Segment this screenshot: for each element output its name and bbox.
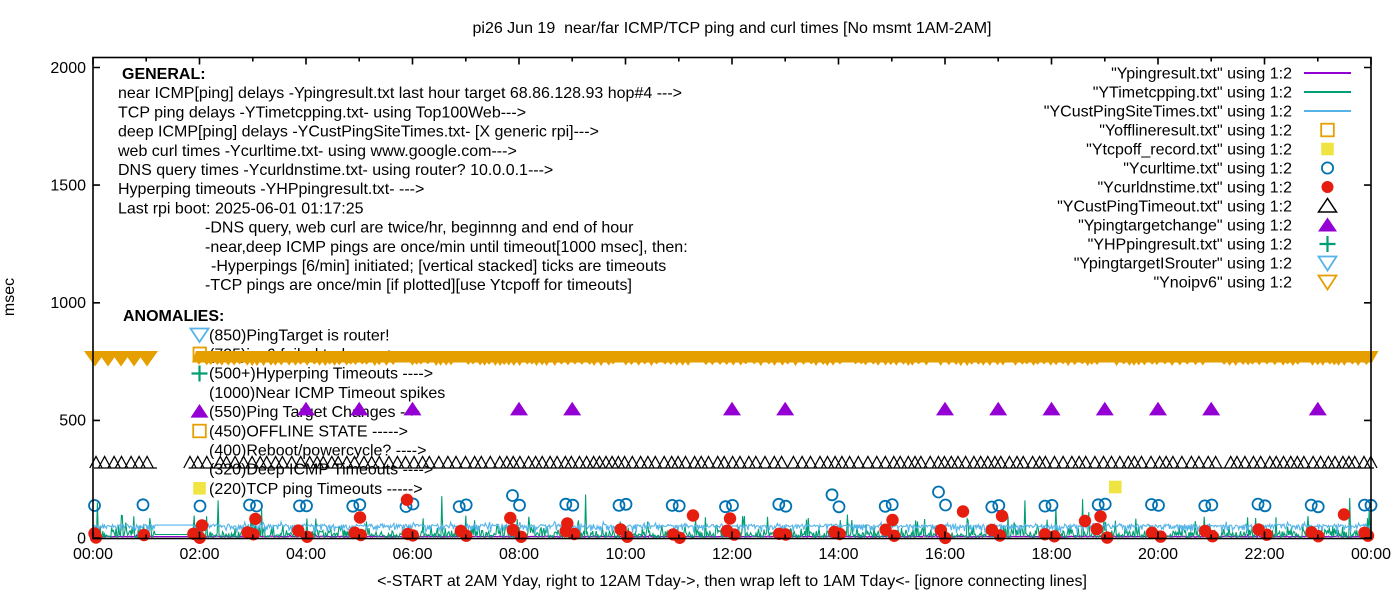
svg-text:(400)Reboot/powercycle? ---->: (400)Reboot/powercycle? ----> xyxy=(209,443,426,460)
svg-text:"Ypingtargetchange" using 1:2: "Ypingtargetchange" using 1:2 xyxy=(1078,217,1292,234)
svg-text:deep ICMP[ping] delays -YCustP: deep ICMP[ping] delays -YCustPingSiteTim… xyxy=(118,124,599,141)
svg-text:18:00: 18:00 xyxy=(1031,546,1071,563)
svg-text:"YCustPingSiteTimes.txt" using: "YCustPingSiteTimes.txt" using 1:2 xyxy=(1044,103,1292,120)
svg-text:"Ycurldnstime.txt" using 1:2: "Ycurldnstime.txt" using 1:2 xyxy=(1097,179,1292,196)
svg-text:"Ycurltime.txt" using 1:2: "Ycurltime.txt" using 1:2 xyxy=(1123,160,1292,177)
svg-text:"YpingtargetISrouter" using 1:: "YpingtargetISrouter" using 1:2 xyxy=(1074,255,1292,272)
svg-text:02:00: 02:00 xyxy=(179,546,219,563)
svg-text:ANOMALIES:: ANOMALIES: xyxy=(123,308,224,325)
svg-text:DNS query times -Ycurldnstime.: DNS query times -Ycurldnstime.txt- using… xyxy=(118,162,553,179)
svg-text:12:00: 12:00 xyxy=(712,546,752,563)
svg-text:GENERAL:: GENERAL: xyxy=(122,66,206,83)
svg-text:04:00: 04:00 xyxy=(286,546,326,563)
svg-text:1000: 1000 xyxy=(50,295,86,312)
svg-text:"Ynoipv6" using 1:2: "Ynoipv6" using 1:2 xyxy=(1153,274,1292,291)
svg-text:near ICMP[ping] delays -Ypingr: near ICMP[ping] delays -Ypingresult.txt … xyxy=(118,85,682,102)
svg-text:16:00: 16:00 xyxy=(925,546,965,563)
svg-text:-near,deep ICMP pings are once: -near,deep ICMP pings are once/min until… xyxy=(205,239,688,256)
svg-text:web curl times -Ycurltime.txt-: web curl times -Ycurltime.txt- using www… xyxy=(117,143,517,160)
svg-text:-Hyperpings [6/min] initiated;: -Hyperpings [6/min] initiated; [vertical… xyxy=(211,258,666,275)
svg-text:msec: msec xyxy=(1,278,18,316)
svg-text:08:00: 08:00 xyxy=(499,546,539,563)
svg-text:(1000)Near ICMP Timeout spikes: (1000)Near ICMP Timeout spikes xyxy=(209,385,445,402)
svg-text:(850)PingTarget is router!: (850)PingTarget is router! xyxy=(209,327,390,344)
svg-text:Last rpi boot: 2025-06-01 01:1: Last rpi boot: 2025-06-01 01:17:25 xyxy=(118,200,364,217)
svg-text:06:00: 06:00 xyxy=(392,546,432,563)
svg-text:1500: 1500 xyxy=(50,177,86,194)
svg-text:"YHPpingresult.txt" using 1:2: "YHPpingresult.txt" using 1:2 xyxy=(1088,236,1292,253)
svg-text:(220)TCP ping Timeouts ----->: (220)TCP ping Timeouts -----> xyxy=(209,481,423,498)
svg-text:22:00: 22:00 xyxy=(1244,546,1284,563)
svg-text:500: 500 xyxy=(59,413,86,430)
svg-text:TCP ping delays -YTimetcpping.: TCP ping delays -YTimetcpping.txt- using… xyxy=(118,104,526,121)
svg-text:(550)Ping Target Changes -->: (550)Ping Target Changes --> xyxy=(209,404,420,421)
svg-text:00:00: 00:00 xyxy=(1351,546,1391,563)
svg-text:-TCP pings are once/min [if pl: -TCP pings are once/min [if plotted][use… xyxy=(205,277,632,294)
svg-text:20:00: 20:00 xyxy=(1138,546,1178,563)
svg-text:"Yofflineresult.txt" using 1:2: "Yofflineresult.txt" using 1:2 xyxy=(1099,122,1292,139)
svg-text:<-START at 2AM Yday, right to: <-START at 2AM Yday, right to 12AM Tday-… xyxy=(377,573,1087,590)
svg-text:Hyperping timeouts -YHPpingres: Hyperping timeouts -YHPpingresult.txt- -… xyxy=(118,181,424,198)
svg-text:10:00: 10:00 xyxy=(605,546,645,563)
svg-text:14:00: 14:00 xyxy=(818,546,858,563)
svg-text:0: 0 xyxy=(77,530,86,547)
svg-text:(500+)Hyperping Timeouts ---->: (500+)Hyperping Timeouts ----> xyxy=(209,366,433,383)
svg-text:2000: 2000 xyxy=(50,60,86,77)
svg-text:"Ypingresult.txt" using 1:2: "Ypingresult.txt" using 1:2 xyxy=(1111,65,1292,82)
svg-text:-DNS query, web curl are twice: -DNS query, web curl are twice/hr, begin… xyxy=(205,220,634,237)
svg-text:(450)OFFLINE STATE ----->: (450)OFFLINE STATE -----> xyxy=(209,423,408,440)
svg-text:pi26 Jun 19 near/far ICMP/TCP: pi26 Jun 19 near/far ICMP/TCP ping and c… xyxy=(472,20,991,37)
svg-text:"Ytcpoff_record.txt" using 1:2: "Ytcpoff_record.txt" using 1:2 xyxy=(1086,141,1292,158)
svg-text:00:00: 00:00 xyxy=(73,546,113,563)
svg-text:"YCustPingTimeout.txt" using 1: "YCustPingTimeout.txt" using 1:2 xyxy=(1057,198,1292,215)
svg-text:"YTimetcpping.txt" using 1:2: "YTimetcpping.txt" using 1:2 xyxy=(1093,84,1292,101)
